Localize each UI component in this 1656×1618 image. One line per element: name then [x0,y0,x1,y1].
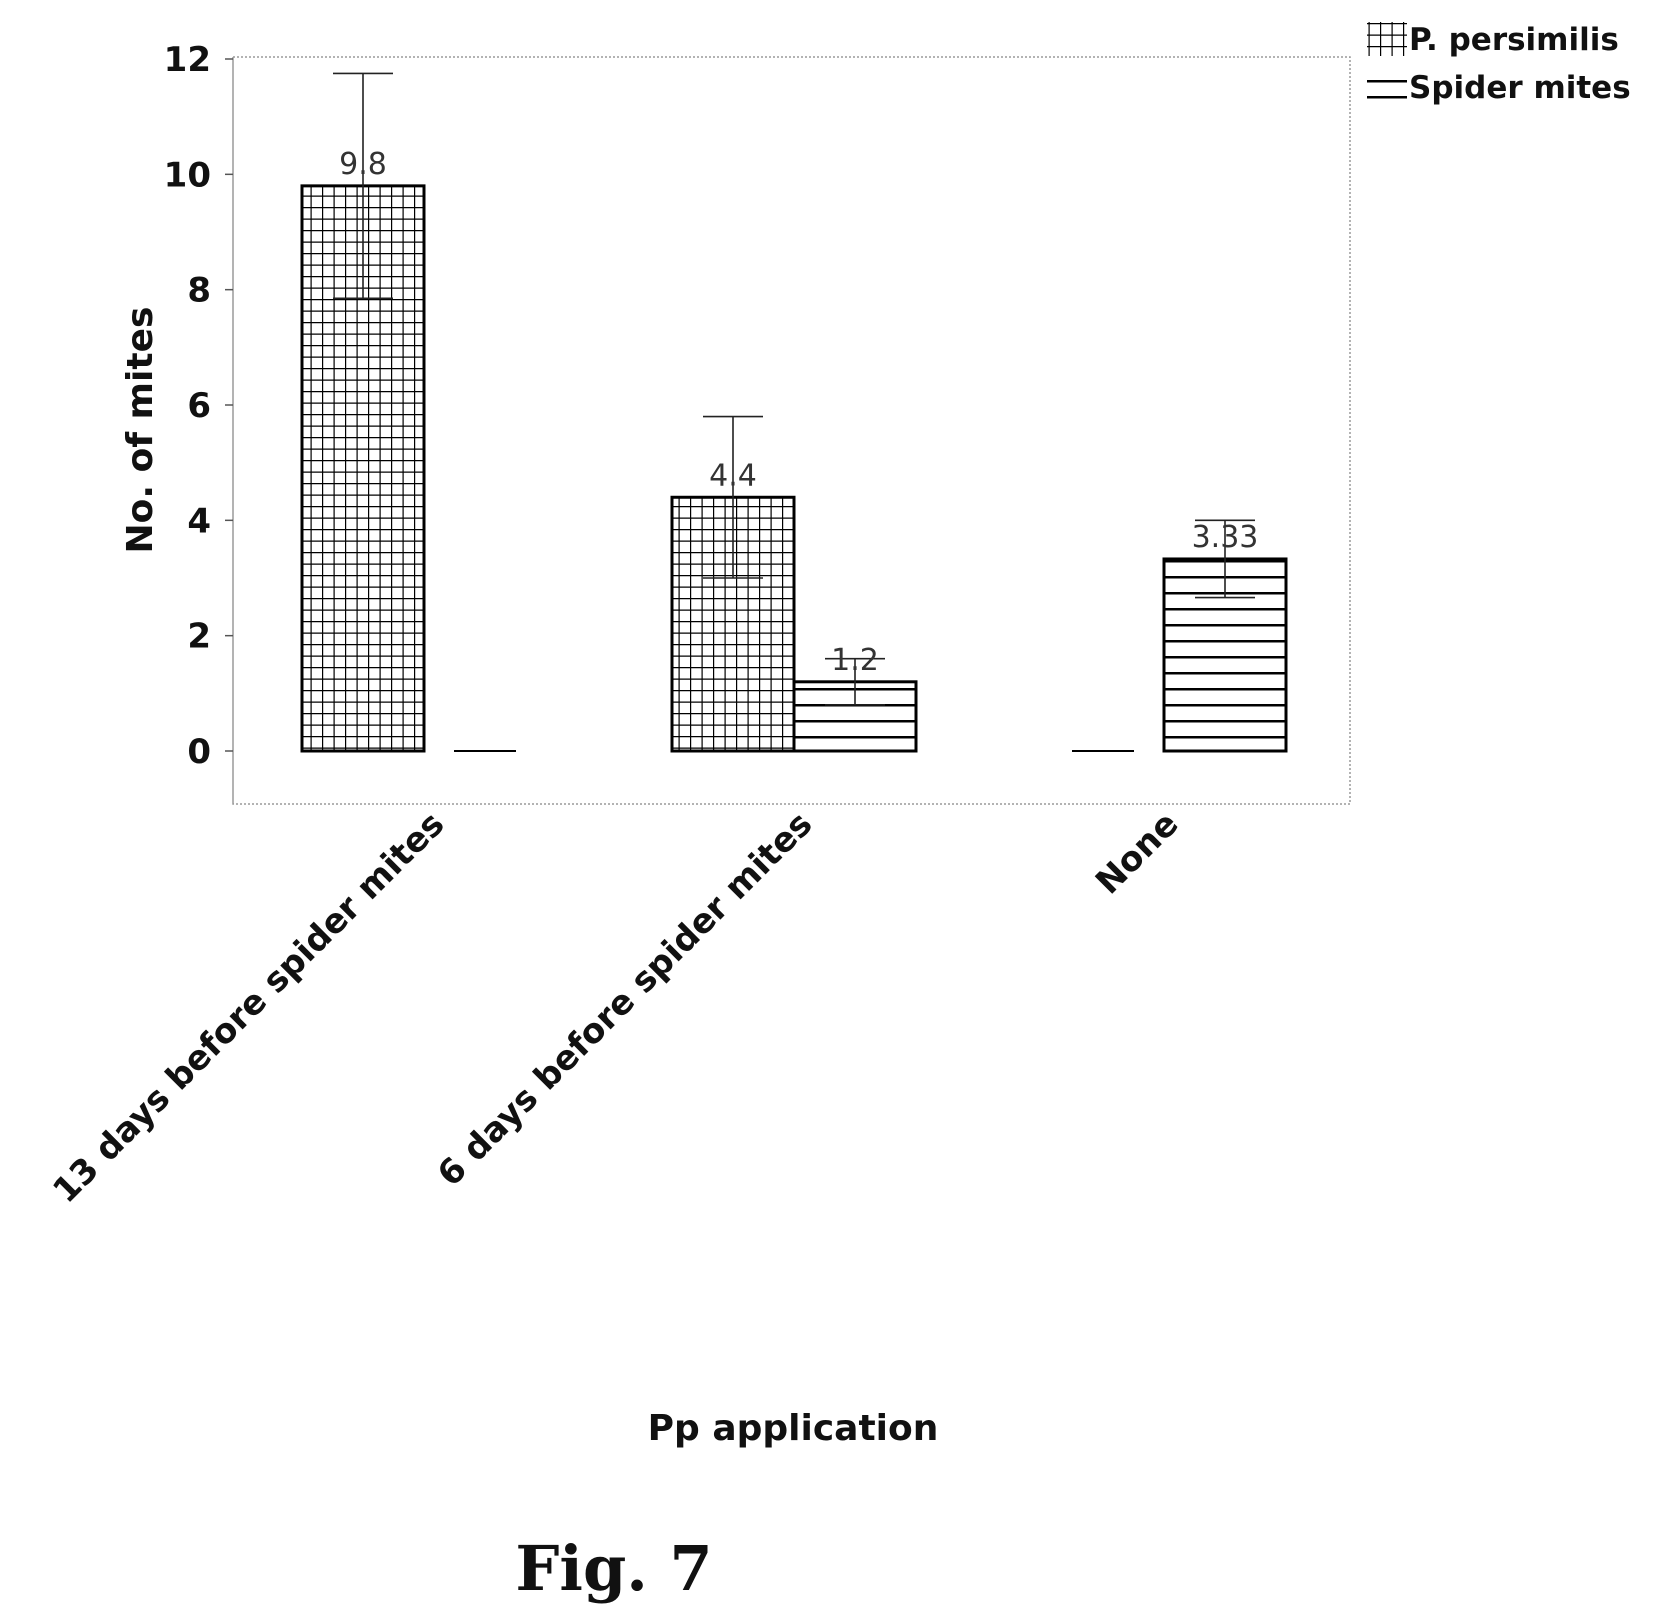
category-label-3: None [1088,804,1186,902]
figure-caption: Fig. 7 [515,1532,712,1605]
legend: P. persimilis Spider mites [1367,22,1631,106]
y-tick-label: 8 [187,271,211,311]
y-axis-title: No. of mites [120,307,161,554]
y-tick-label: 10 [164,155,211,195]
data-label-series-2-cat-2: 1.2 [831,643,879,678]
legend-label-2: Spider mites [1409,70,1631,106]
y-tick-label: 2 [187,617,211,657]
y-tick-label: 0 [187,732,211,772]
data-label-series-1-cat-2: 4.4 [709,458,757,493]
category-label-2: 6 days before spider mites [430,804,820,1194]
y-tick-label: 12 [164,40,211,80]
x-axis-title: Pp application [648,1408,939,1449]
data-label-series-2-cat-3: 3.33 [1192,520,1259,555]
data-labels-layer: 9.8 4.4 1.2 3.33 [339,147,1258,678]
data-label-series-1-cat-1: 9.8 [339,147,387,182]
y-tick-label: 4 [187,501,211,541]
legend-swatch-1 [1367,22,1407,56]
y-tick-label: 6 [187,386,211,426]
error-bars-layer [333,72,1255,706]
category-label-1: 13 days before spider mites [45,804,452,1211]
bars-layer [300,184,1288,753]
legend-label-1: P. persimilis [1409,22,1619,58]
legend-swatch-2 [1367,70,1407,104]
y-axis-ticks: 0 2 4 6 8 10 12 [164,40,233,772]
